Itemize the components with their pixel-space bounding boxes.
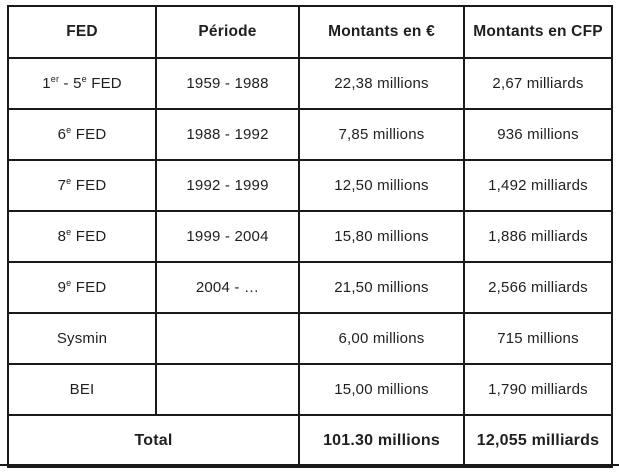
superscript-text: e: [66, 176, 72, 186]
bottom-page-rule: [0, 464, 619, 466]
cell-montants-eur: 7,85 millions: [298, 108, 465, 161]
table-row: 8e FED 1999 - 2004 15,80 millions 1,886 …: [7, 210, 613, 263]
cell-periode: 1999 - 2004: [155, 210, 300, 263]
table-row: BEI 15,00 millions 1,790 milliards: [7, 363, 613, 416]
cell-montants-cfp: 936 millions: [463, 108, 613, 161]
cell-montants-cfp: 1,492 milliards: [463, 159, 613, 212]
cell-montants-eur: 22,38 millions: [298, 57, 465, 110]
cell-periode: [155, 363, 300, 416]
total-montants-cfp: 12,055 milliards: [463, 414, 613, 468]
text-part: FED: [71, 279, 107, 296]
fed-funding-table: FED Période Montants en € Montants en CF…: [7, 5, 613, 468]
superscript-text: e: [66, 125, 72, 135]
text-part: BEI: [69, 381, 95, 398]
cell-fed: 8e FED: [7, 210, 157, 263]
superscript-text: er: [50, 74, 60, 84]
cell-montants-eur: 15,80 millions: [298, 210, 465, 263]
text-part: - 5: [59, 75, 82, 92]
col-header-montants-eur: Montants en €: [298, 5, 465, 59]
text-part: 8: [57, 228, 67, 245]
cell-fed: Sysmin: [7, 312, 157, 365]
total-row: Total 101.30 millions 12,055 milliards: [7, 414, 613, 468]
text-part: 6: [57, 126, 67, 143]
header-row: FED Période Montants en € Montants en CF…: [7, 5, 613, 59]
text-part: FED: [71, 126, 107, 143]
text-part: 1: [42, 75, 51, 92]
superscript-text: e: [66, 227, 72, 237]
cell-fed: 1er - 5e FED: [7, 57, 157, 110]
text-part: FED: [86, 75, 122, 92]
text-part: Sysmin: [56, 330, 108, 347]
table-row: 9e FED 2004 - … 21,50 millions 2,566 mil…: [7, 261, 613, 314]
cell-montants-eur: 6,00 millions: [298, 312, 465, 365]
cell-montants-cfp: 1,790 milliards: [463, 363, 613, 416]
col-header-fed: FED: [7, 5, 157, 59]
total-label: Total: [7, 414, 300, 468]
cell-montants-cfp: 1,886 milliards: [463, 210, 613, 263]
cell-fed: 6e FED: [7, 108, 157, 161]
cell-montants-cfp: 715 millions: [463, 312, 613, 365]
cell-fed: 9e FED: [7, 261, 157, 314]
superscript-text: e: [66, 278, 72, 288]
table-row: Sysmin 6,00 millions 715 millions: [7, 312, 613, 365]
cell-periode: 1959 - 1988: [155, 57, 300, 110]
text-part: 7: [57, 177, 67, 194]
cell-periode: [155, 312, 300, 365]
table-row: 6e FED 1988 - 1992 7,85 millions 936 mil…: [7, 108, 613, 161]
cell-periode: 2004 - …: [155, 261, 300, 314]
text-part: FED: [71, 228, 107, 245]
col-header-montants-cfp: Montants en CFP: [463, 5, 613, 59]
table-row: 7e FED 1992 - 1999 12,50 millions 1,492 …: [7, 159, 613, 212]
cell-periode: 1992 - 1999: [155, 159, 300, 212]
total-montants-eur: 101.30 millions: [298, 414, 465, 468]
text-part: 9: [57, 279, 67, 296]
cell-montants-cfp: 2,566 milliards: [463, 261, 613, 314]
cell-montants-eur: 12,50 millions: [298, 159, 465, 212]
text-part: FED: [71, 177, 107, 194]
cell-fed: 7e FED: [7, 159, 157, 212]
table-row: 1er - 5e FED 1959 - 1988 22,38 millions …: [7, 57, 613, 110]
cell-periode: 1988 - 1992: [155, 108, 300, 161]
cell-fed: BEI: [7, 363, 157, 416]
cell-montants-eur: 15,00 millions: [298, 363, 465, 416]
col-header-periode: Période: [155, 5, 300, 59]
cell-montants-eur: 21,50 millions: [298, 261, 465, 314]
superscript-text: e: [81, 74, 87, 84]
cell-montants-cfp: 2,67 milliards: [463, 57, 613, 110]
